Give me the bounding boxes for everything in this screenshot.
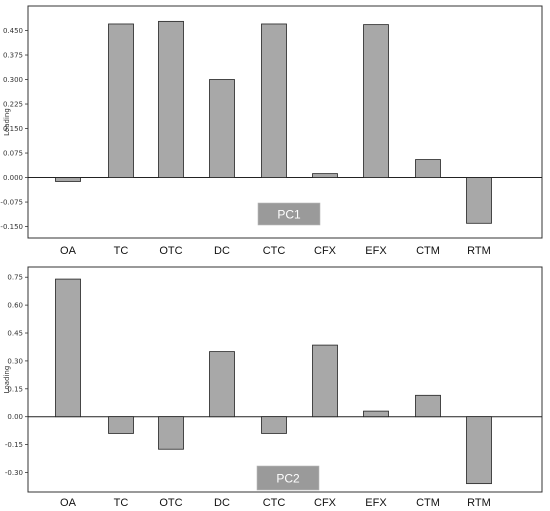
component-label: PC1 — [277, 208, 301, 222]
bar-oa — [55, 278, 81, 418]
category-label: EFX — [365, 497, 387, 509]
pc1-panel: -0.150 -0.075 0.000 0.075 0.150 0.225 0.300 0.3… — [0, 5, 543, 257]
category-label: CTM — [416, 245, 440, 257]
bar-otc — [158, 416, 184, 450]
bar-ctm — [415, 394, 441, 418]
bar-cfx — [312, 173, 338, 178]
y-tick-label: 0.75 — [7, 274, 23, 282]
category-label: CTM — [416, 497, 440, 509]
category-label: OTC — [159, 497, 182, 509]
bar-oa — [55, 177, 81, 182]
bar-tc — [108, 416, 134, 434]
category-label: EFX — [365, 245, 387, 257]
bar-ctc — [261, 23, 287, 178]
y-tick-label: -0.15 — [5, 441, 23, 449]
category-label: CTC — [263, 497, 286, 509]
y-tick-label: 0.30 — [7, 357, 23, 365]
component-label: PC2 — [276, 472, 300, 486]
y-tick-label: 0.375 — [3, 52, 23, 60]
y-tick-label: -0.30 — [5, 469, 23, 477]
category-label: TC — [114, 497, 129, 509]
category-label: DC — [214, 497, 230, 509]
y-tick-label: 0.15 — [7, 385, 23, 393]
category-label: RTM — [467, 497, 491, 509]
category-label: OA — [60, 245, 77, 257]
plot-frame — [27, 266, 543, 493]
bar-efx — [363, 410, 389, 418]
y-tick-label: 0.300 — [3, 76, 23, 84]
bar-otc — [158, 20, 184, 178]
bar-dc — [209, 351, 235, 418]
bar-efx — [363, 24, 389, 178]
plot-frame — [27, 5, 543, 239]
bar-ctm — [415, 159, 441, 178]
y-tick-label: 0.225 — [3, 101, 23, 109]
y-tick-label: -0.150 — [0, 223, 23, 231]
y-tick-label: -0.075 — [0, 199, 23, 207]
pc2-panel: -0.30 -0.15 0.00 0.15 0.30 0.45 0.60 0.75 Loadin… — [3, 266, 543, 509]
category-label: TC — [114, 245, 129, 257]
y-tick-label: 0.00 — [7, 413, 23, 421]
category-label: CTC — [263, 245, 286, 257]
y-tick-label: 0.000 — [3, 174, 23, 182]
bar-rtm — [466, 177, 492, 224]
bar-rtm — [466, 416, 492, 485]
category-label: OA — [60, 497, 77, 509]
y-axis-label: Loading — [3, 366, 11, 394]
y-axis-label: Loading — [3, 108, 11, 136]
category-label: DC — [214, 245, 230, 257]
category-label: CFX — [314, 497, 337, 509]
y-tick-label: 0.60 — [7, 302, 23, 310]
bar-dc — [209, 79, 235, 178]
category-label: RTM — [467, 245, 491, 257]
y-tick-label: 0.150 — [3, 125, 23, 133]
bar-cfx — [312, 344, 338, 418]
y-tick-label: 0.450 — [3, 27, 23, 35]
category-label: CFX — [314, 245, 337, 257]
y-tick-label: 0.45 — [7, 330, 23, 338]
bar-tc — [108, 23, 134, 178]
component-label-box — [257, 202, 321, 226]
bar-ctc — [261, 416, 287, 434]
y-tick-label: 0.075 — [3, 150, 23, 158]
category-label: OTC — [159, 245, 182, 257]
component-label-box — [256, 465, 320, 491]
